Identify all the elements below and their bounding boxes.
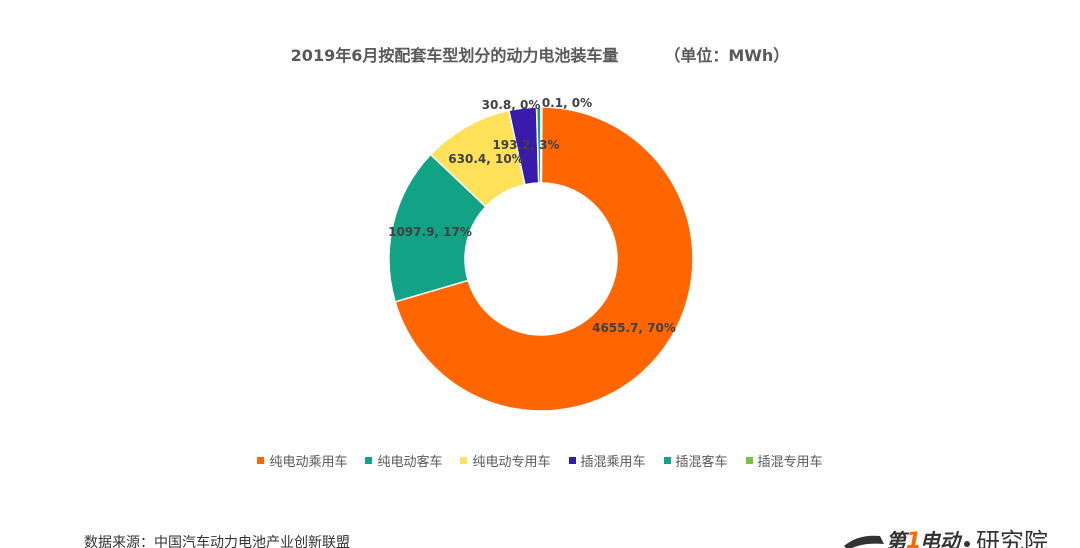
svg-text:电动: 电动 [920,529,963,548]
legend-swatch [257,457,265,464]
brand-logo: 第 1 电动 研究院 [844,528,1048,548]
legend-item-2: 纯电动客车 [365,451,442,470]
slice-data-label-6: 0.1, 0% [542,96,592,110]
donut-slice-1 [394,106,694,412]
data-labels: 4655.7, 70% 1097.9, 17% 630.4, 10%193.2, 3… [388,96,676,335]
svg-text:1: 1 [906,529,921,548]
legend-swatch [365,457,373,464]
legend-item-5: 插混客车 [663,451,728,470]
slice-data-label-2: 1097.9, 17% [388,225,472,239]
legend-label: 纯电动专用车 [472,455,551,470]
legend-item-1: 纯电动乘用车 [257,451,347,470]
chart-legend: 纯电动乘用车 纯电动客车 纯电动专用车 插混乘用车 插混客车 插混专用车 [0,451,1080,470]
slice-data-label-3: 630.4, 10% [448,152,523,166]
svg-text:第: 第 [886,529,910,548]
legend-label: 插混客车 [675,455,728,470]
slice-data-label-1: 4655.7, 70% [592,321,676,335]
legend-label: 纯电动乘用车 [269,455,348,470]
legend-label: 纯电动客车 [377,455,443,470]
chart-title-row: 2019年6月按配套车型划分的动力电池装车量 （单位：MWh） [0,42,1080,66]
legend-swatch [745,457,753,464]
legend-swatch [460,457,468,464]
legend-item-6: 插混专用车 [745,451,823,470]
donut-slices [388,106,694,412]
legend-item-4: 插混乘用车 [568,451,646,470]
svg-text:研究院: 研究院 [976,528,1048,548]
legend-label: 插混专用车 [757,455,823,470]
legend-swatch [663,457,671,464]
donut-slice-2 [388,153,487,303]
legend-swatch [568,457,576,464]
donut-slice-6 [540,106,543,184]
data-source-note: 数据来源：中国汽车动力电池产业创新联盟 [84,535,350,548]
slice-data-label-5: 30.8, 0% [482,98,541,112]
chart-unit-label: （单位：MWh） [664,46,790,65]
slice-data-label-4: 193.2, 3% [492,138,559,152]
legend-label: 插混乘用车 [580,455,646,470]
chart-title: 2019年6月按配套车型划分的动力电池装车量 [290,46,619,65]
legend-item-3: 纯电动专用车 [460,451,551,470]
